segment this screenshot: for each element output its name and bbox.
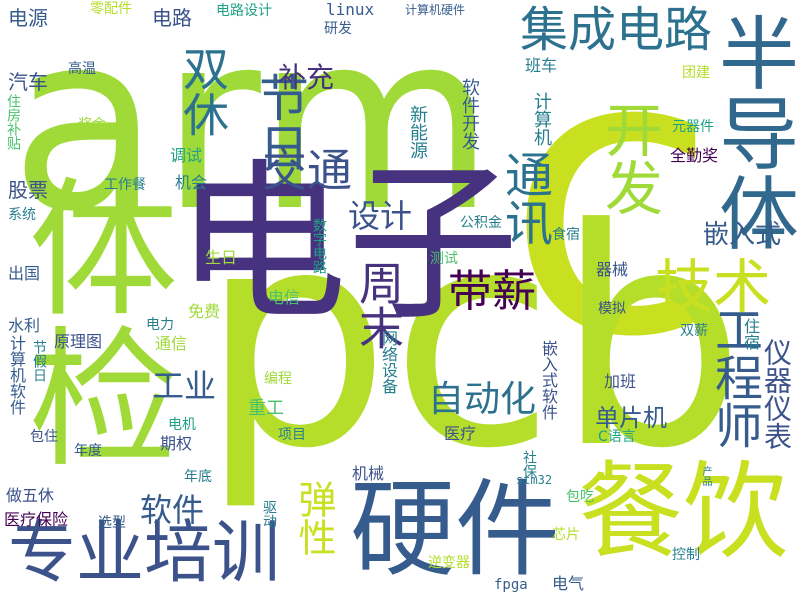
- word: 期权: [160, 434, 193, 453]
- word: 通讯: [496, 150, 552, 246]
- word: 电机: [168, 417, 196, 433]
- word: 技术: [655, 253, 772, 321]
- word: 通信: [155, 334, 188, 353]
- word: 测试: [430, 251, 458, 267]
- word: 食宿: [552, 227, 580, 243]
- word: 免费: [188, 302, 221, 321]
- word: 器械: [596, 260, 629, 279]
- word: 节日: [251, 72, 309, 172]
- word: 自动化: [428, 379, 537, 420]
- word: 高温: [68, 61, 96, 77]
- word: 汽车: [8, 70, 48, 94]
- word: 电子: [175, 143, 519, 344]
- word: 计算机硬件: [405, 3, 466, 17]
- word: 机会: [175, 173, 208, 192]
- word: 加班: [604, 372, 637, 391]
- word: 研发: [324, 21, 352, 37]
- word: 半导体: [706, 12, 799, 252]
- word: 调试: [170, 146, 203, 165]
- word: 工作餐: [104, 177, 146, 193]
- word: 班车: [525, 56, 558, 75]
- word: 仪器仪表: [760, 338, 793, 450]
- word: 电信: [268, 288, 301, 307]
- word: 嵌入式: [703, 220, 782, 250]
- word: 硬件: [350, 469, 561, 591]
- word: 机械: [352, 464, 385, 483]
- word: 弹性: [292, 480, 336, 556]
- word: 选型: [98, 515, 126, 531]
- word: 奖金: [78, 117, 106, 133]
- word: 新能源: [407, 105, 428, 159]
- word: 电力: [146, 317, 174, 333]
- word: 数字电路: [311, 218, 327, 274]
- word: 生日: [205, 248, 238, 267]
- word: 补充: [278, 61, 335, 94]
- word: 包吃: [566, 489, 594, 505]
- word: 软件开发: [459, 78, 480, 150]
- word: 节假日: [31, 340, 47, 382]
- word: 电源: [8, 6, 48, 30]
- word: 产品: [700, 466, 711, 486]
- word: 全勤奖: [670, 146, 719, 165]
- word: 公积金: [460, 215, 502, 231]
- word: 芯片: [552, 527, 580, 543]
- word: 电路设计: [216, 3, 272, 19]
- word: 包住: [30, 429, 58, 445]
- word: 交通: [262, 144, 353, 197]
- word: 股票: [8, 178, 48, 202]
- word: 驱动: [261, 500, 277, 528]
- word: 工程师: [706, 305, 762, 449]
- word: c: [505, 0, 720, 422]
- word: 网络设备: [379, 330, 398, 394]
- word: 周末: [351, 260, 404, 350]
- word: 重工: [248, 398, 284, 419]
- word: 计算机软件: [7, 335, 26, 415]
- word: 医疗: [444, 424, 477, 443]
- word: 集成电路: [520, 2, 713, 58]
- word: 年底: [184, 469, 212, 485]
- word: 做五休: [6, 486, 55, 505]
- word: 专业培训: [8, 514, 281, 593]
- word: fpga: [494, 577, 528, 593]
- word: 住宿: [741, 318, 760, 350]
- word: 医疗保险: [4, 510, 69, 529]
- word: 系统: [8, 207, 36, 223]
- word: pcb: [200, 165, 746, 514]
- word: 开发: [595, 100, 663, 216]
- word: 软件: [140, 491, 205, 529]
- word: 餐饮: [578, 451, 789, 573]
- word: 控制: [672, 547, 700, 563]
- word: linux: [326, 0, 375, 19]
- word: 计算机: [531, 92, 552, 146]
- word: 体检: [3, 170, 177, 470]
- word: 双薪: [680, 323, 708, 339]
- word: 单片机: [595, 404, 667, 432]
- word: 双休: [176, 45, 230, 137]
- word: C语言: [598, 429, 636, 445]
- word: 元器件: [672, 119, 714, 135]
- word: stm32: [516, 473, 553, 487]
- word: 原理图: [54, 332, 103, 351]
- word: 电路: [152, 6, 192, 30]
- word: 模拟: [598, 301, 626, 317]
- word: 项目: [278, 427, 306, 443]
- word: 嵌入式软件: [539, 340, 558, 420]
- word: 逆变器: [428, 555, 470, 571]
- word: 团建: [682, 65, 710, 81]
- word: 编程: [264, 371, 292, 387]
- word: 带薪: [448, 266, 536, 317]
- word: 设计: [348, 197, 413, 235]
- word: 出国: [8, 264, 41, 283]
- word: 年度: [74, 443, 102, 459]
- word: 社保: [521, 450, 537, 478]
- word: 工业: [152, 367, 217, 405]
- word: 电气: [552, 574, 585, 593]
- word: 水利: [8, 316, 41, 335]
- word: 住房补贴: [5, 94, 21, 150]
- word: arm: [10, 0, 496, 265]
- word: 零配件: [90, 1, 132, 17]
